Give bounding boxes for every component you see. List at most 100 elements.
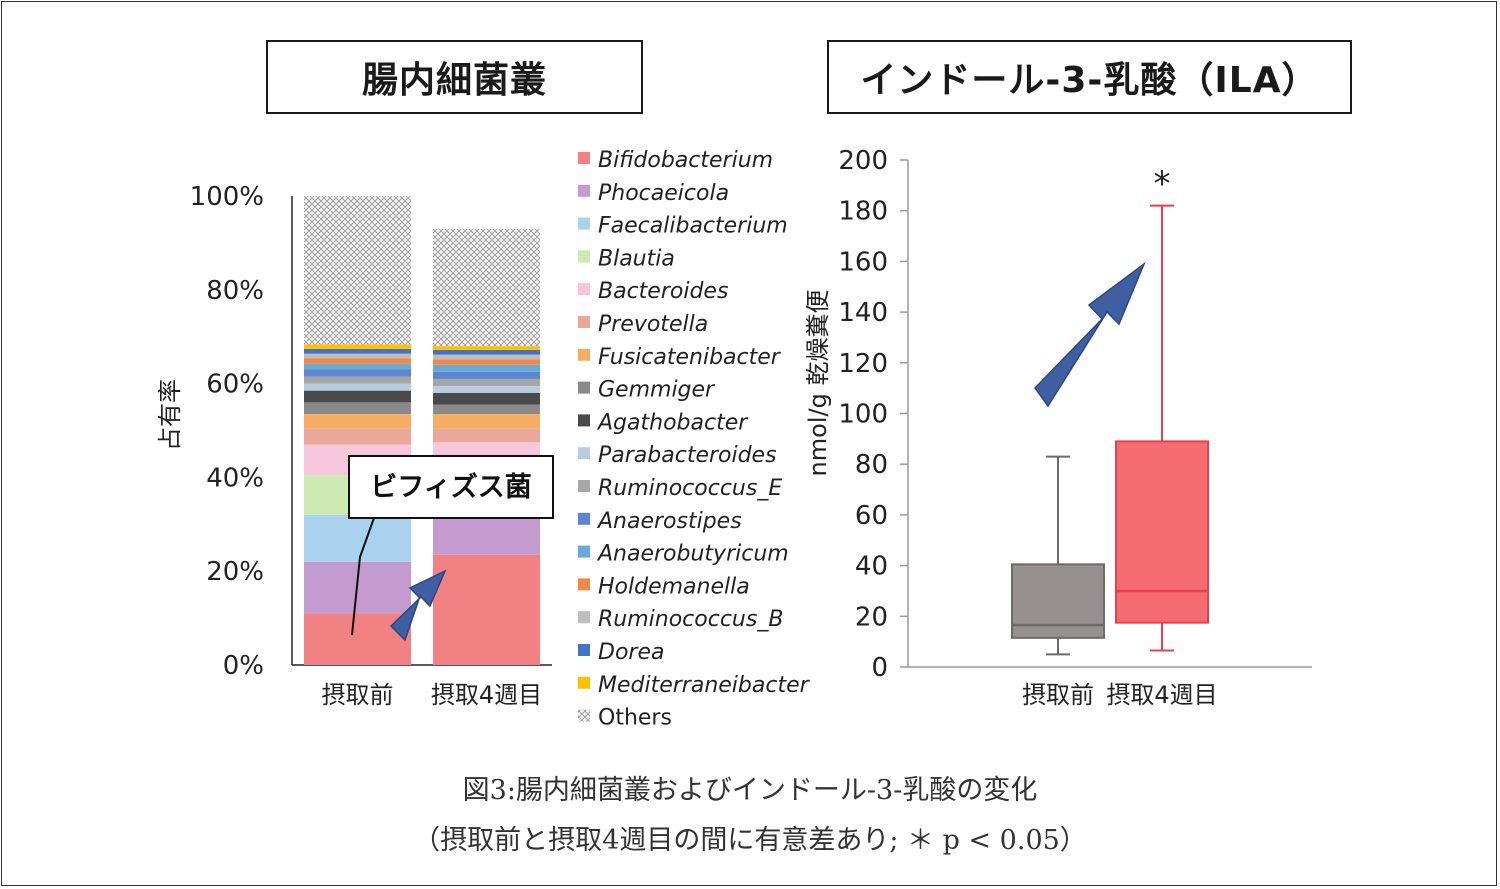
legend-label: Fusicatenibacter [598,345,782,370]
legend-swatch [578,676,590,689]
significance-asterisk: * [1154,164,1171,204]
box-plot: 0 20 40 60 80 100 120 140 160 180 200 摂取前 摂取4週目 nmo… [804,146,1312,709]
legend-swatch [578,381,590,394]
bar-segment-gemmiger [433,404,540,415]
legend-label: Ruminococcus_E [598,476,782,501]
legend-swatch [578,709,590,722]
legend-label: Prevotella [598,312,708,337]
box-y-tick-label: 160 [838,247,888,277]
bar-segment-holdemanella [433,359,540,365]
legend-label: Ruminococcus_B [598,607,783,632]
box-iqr [1011,563,1105,639]
bar-y-tick-label: 100% [190,182,264,212]
bar-segment-agathobacter [304,390,411,403]
legend-swatch [578,348,590,361]
callout-leader-line [351,517,375,636]
bar-segment-prevotella [433,428,540,443]
bar-segment-gemmiger [304,402,411,415]
box-before [1011,455,1105,656]
bar-category-label: 摂取前 [322,681,394,709]
legend-swatch [578,414,590,427]
bar-segment-anaerobutyricum [304,363,411,370]
bar-segment-mediterraneibacter [304,344,411,349]
bar-segment-phocaeicola [433,517,540,555]
callout-text: ビフィズス菌 [370,471,531,503]
bar-y-tick-label: 0% [223,651,264,681]
callout-box [348,455,554,519]
legend-label: Agathobacter [596,410,749,435]
bar-segment-fusicatenibacter [304,414,411,429]
ila-title-text: インドール-3-乳酸（ILA） [860,60,1319,101]
legend-swatch [578,447,590,460]
legend-label: Anaerobutyricum [596,542,789,567]
bar-segment-mediterraneibacter [433,346,540,350]
bar-segment-ruminococcus-e [304,376,411,384]
bar-segment-dorea [433,349,540,355]
legend-label: Anaerostipes [596,509,742,534]
microbiota-title-text: 腸内細菌叢 [361,60,547,101]
bar-segment-parabacteroides [433,385,540,393]
bar-y-axis-label: 占有率 [156,379,184,451]
legend-swatch [578,545,590,558]
bar-y-tick-label: 60% [206,370,264,400]
bar-segment-faecalibacterium [304,514,411,562]
figure-caption-line1: 図3:腸内細菌叢およびインドール-3-乳酸の変化 [462,775,1038,806]
legend-swatch [578,283,590,296]
legend-label: Faecalibacterium [598,214,788,239]
legend-swatch [578,644,590,656]
box-y-tick-label: 40 [855,552,888,582]
stacked-bar-chart: 0% 20% 40% 60% 80% 100% 摂取前 摂取4週目 占有率 [156,182,552,709]
box-y-tick-label: 60 [855,501,888,531]
bar-y-tick-label: 80% [206,276,264,306]
bar-segment-others [304,196,411,345]
bar-segment-anaerostipes [304,369,411,377]
bar-segment-parabacteroides [304,383,411,391]
box-y-tick-label: 140 [838,298,888,328]
bar-y-tick-label: 20% [206,557,264,587]
box-y-tick-label: 80 [855,450,888,480]
bar-segment-agathobacter [433,392,540,405]
legend-label: Others [598,706,672,731]
legend-swatch [578,217,590,230]
bar-y-tick-label: 40% [206,463,264,493]
legend-label: Dorea [598,640,664,665]
legend-swatch [578,184,590,197]
legend-label: Bifidobacterium [598,148,773,173]
legend-swatch [578,480,590,492]
increase-arrow-large [1034,261,1146,408]
box-category-label: 摂取4週目 [1106,681,1217,709]
bar-segment-ruminococcus-e [433,378,540,386]
bifidobacterium-callout: ビフィズス菌 [348,455,554,636]
box-week4 [1115,204,1209,652]
legend-label: Parabacteroides [598,443,777,468]
legend-label: Gemmiger [598,378,716,403]
legend-swatch [578,578,590,591]
legend: Bifidobacterium Phocaeicola Faecalibacteri… [578,148,811,731]
legend-label: Holdemanella [598,574,750,599]
microbiota-title: 腸内細菌叢 [266,40,643,114]
bar-category-label: 摂取4週目 [431,681,542,709]
increase-arrow-small [389,569,447,642]
bar-segment-ruminococcus-b [433,354,540,360]
bar-segment-ruminococcus-b [304,353,411,359]
legend-label: Bacteroides [598,279,728,304]
bar-segment-fusicatenibacter [433,414,540,429]
ila-title: インドール-3-乳酸（ILA） [827,40,1352,114]
bar-segment-prevotella [304,428,411,445]
bar-segment-dorea [304,348,411,354]
bar-segment-others [433,228,540,347]
box-y-tick-label: 200 [838,146,888,176]
box-y-tick-label: 0 [871,653,888,683]
figure-caption-line2: （摂取前と摂取4週目の間に有意差あり; ＊ p < 0.05） [413,825,1087,856]
box-iqr [1115,440,1209,624]
box-y-tick-label: 100 [838,400,888,430]
box-category-label: 摂取前 [1022,681,1094,709]
bar-segment-anaerostipes [433,371,540,379]
bar-segment-bifidobacterium [304,613,411,665]
legend-swatch [578,512,590,525]
legend-swatch [578,152,590,164]
legend-label: Blautia [598,246,675,271]
box-y-tick-label: 180 [838,197,888,227]
